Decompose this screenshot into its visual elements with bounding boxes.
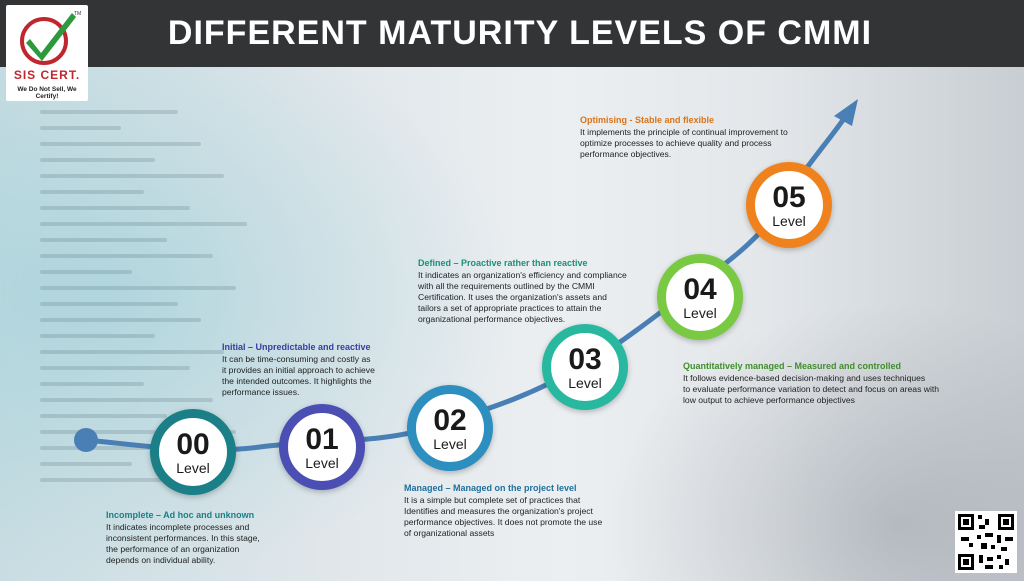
description-line: to evaluate performance variation to det…: [683, 384, 940, 394]
level-word: Level: [772, 213, 806, 229]
level-05-badge: 05 Level: [746, 162, 832, 248]
level-04-badge: 04 Level: [657, 254, 743, 340]
checkmark-seal-icon: [20, 13, 76, 65]
description-line: Identifies and measures the organization…: [404, 506, 593, 516]
level-number: 05: [772, 181, 806, 214]
level-number: 00: [176, 428, 210, 461]
level-01-badge: 01 Level: [279, 404, 365, 490]
description-line: inconsistent performances. In this stage…: [106, 533, 260, 543]
level-word: Level: [433, 436, 467, 452]
trademark-mark: TM: [74, 11, 82, 17]
level-title: Incomplete – Ad hoc and unknown: [106, 510, 255, 520]
level-02-description: Managed – Managed on the project level It…: [404, 483, 634, 539]
level-number: 01: [305, 423, 339, 456]
description-line: tailors a set of appropriate practices t…: [418, 303, 602, 313]
description-line: low output to achieve performance object…: [683, 395, 855, 405]
description-line: It can be time-consuming and costly as: [222, 354, 371, 364]
background-shade: [604, 300, 1024, 581]
arrow-head: [834, 99, 858, 126]
level-title: Defined – Proactive rather than reactive: [418, 258, 588, 268]
description-line: performance objectives. It does not prom…: [404, 517, 603, 527]
brand-logo: TM SIS CERT. We Do Not Sell, We Certify!: [6, 5, 88, 101]
level-title: Managed – Managed on the project level: [404, 483, 577, 493]
level-title: Quantitatively managed – Measured and co…: [683, 361, 902, 371]
description-line: Certification. It uses the organization'…: [418, 292, 607, 302]
level-05-description: Optimising - Stable and flexible It imple…: [580, 115, 825, 160]
level-number: 02: [433, 404, 467, 437]
level-number: 03: [568, 343, 602, 376]
level-title: Optimising - Stable and flexible: [580, 115, 715, 125]
description-line: it provides an initial approach to achie…: [222, 365, 375, 375]
brand-tagline: We Do Not Sell, We Certify!: [17, 86, 77, 100]
level-word: Level: [305, 455, 339, 471]
description-line: performance issues.: [222, 387, 300, 397]
brand-name: SIS CERT.: [13, 68, 81, 82]
level-03-description: Defined – Proactive rather than reactive…: [418, 258, 658, 325]
level-number: 04: [683, 273, 717, 306]
level-02-badge: 02 Level: [407, 385, 493, 471]
description-line: It is a simple but complete set of pract…: [404, 495, 581, 505]
level-03-badge: 03 Level: [542, 324, 628, 410]
description-line: of organizational assets: [404, 528, 495, 538]
level-word: Level: [568, 375, 602, 391]
description-line: depends on individual ability.: [106, 555, 216, 565]
level-01-description: Initial – Unpredictable and reactive It c…: [222, 342, 397, 398]
description-line: It follows evidence-based decision-makin…: [683, 373, 926, 383]
qr-code[interactable]: [955, 511, 1017, 573]
level-04-description: Quantitatively managed – Measured and co…: [683, 361, 973, 406]
description-line: with all the requirements outlined by th…: [418, 281, 595, 291]
header-bar: DIFFERENT MATURITY LEVELS OF CMMI: [0, 0, 1024, 67]
background-code-pattern: [40, 110, 270, 530]
description-line: It indicates an organization's efficienc…: [418, 270, 627, 280]
level-word: Level: [683, 305, 717, 321]
description-line: It implements the principle of continual…: [580, 127, 788, 137]
background-glow: [0, 60, 520, 581]
curve-start-dot: [74, 428, 98, 452]
description-line: organizational performance objectives.: [418, 314, 566, 324]
level-title: Initial – Unpredictable and reactive: [222, 342, 371, 352]
description-line: performance objectives.: [580, 149, 672, 159]
level-00-badge: 00 Level: [150, 409, 236, 495]
qr-code-icon: [958, 514, 1014, 570]
level-word: Level: [176, 460, 210, 476]
page-title: DIFFERENT MATURITY LEVELS OF CMMI: [167, 14, 873, 52]
description-line: the intended outcomes. It highlights the: [222, 376, 372, 386]
description-line: It indicates incomplete processes and: [106, 522, 250, 532]
description-line: the performance of an organization: [106, 544, 240, 554]
description-line: optimize processes to achieve quality an…: [580, 138, 772, 148]
level-00-description: Incomplete – Ad hoc and unknown It indica…: [106, 510, 296, 566]
